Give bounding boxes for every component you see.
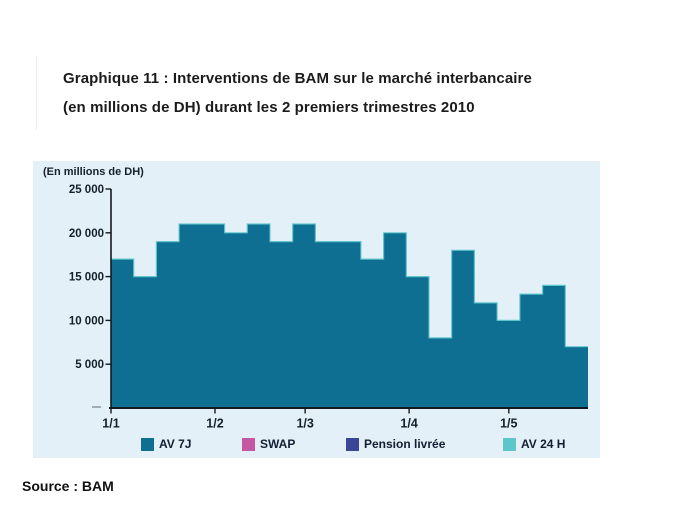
chart-title-line-1: Graphique 11 : Interventions de BAM sur …	[63, 70, 532, 87]
chart-panel: (En millions de DH) 25 000 20 000 15 000 10…	[33, 161, 600, 458]
area-top-edge	[111, 223, 588, 348]
y-tick-label: 10 000	[69, 315, 104, 327]
x-tick-label: 1/3	[296, 417, 313, 431]
x-tick-label: 1/5	[500, 417, 517, 431]
x-tick-label: 1/4	[400, 417, 417, 431]
av7j-area-series	[111, 224, 588, 408]
legend-swatch-av-7j	[141, 437, 154, 451]
chart-title-line-2: (en millions de DH) durant les 2 premier…	[63, 99, 475, 116]
legend-swatch-pension-livr-e	[346, 437, 359, 451]
legend-label-av-24-h: AV 24 H	[521, 437, 566, 451]
legend-swatch-av-24-h	[503, 437, 516, 451]
y-tick-label: 15 000	[69, 272, 104, 284]
y-tick-label: 25 000	[69, 184, 104, 196]
legend-label-av-7j: AV 7J	[159, 437, 192, 451]
source-label: Source : BAM	[22, 478, 114, 494]
legend-item-pension-livr-e: Pension livrée	[346, 437, 445, 451]
legend-label-swap: SWAP	[260, 437, 296, 451]
legend-swatch-swap	[242, 437, 255, 451]
interbank-interventions-area-chart: 25 000 20 000 15 000 10 000 5 000 1/1 1/2 1/3 1/…	[69, 184, 588, 431]
legend-item-swap: SWAP	[242, 437, 295, 451]
chart-legend: AV 7J SWAP Pension livrée AV 24 H	[33, 437, 600, 457]
chart-title: Graphique 11 : Interventions de BAM sur …	[63, 64, 623, 122]
legend-item-av-24-h: AV 24 H	[503, 437, 565, 451]
y-tick-label: 5 000	[75, 359, 104, 371]
x-tick-label: 1/2	[206, 417, 223, 431]
legend-label-pension-livr-e: Pension livrée	[364, 437, 446, 451]
y-tick-label: 20 000	[69, 228, 104, 240]
legend-item-av-7j: AV 7J	[141, 437, 191, 451]
x-tick-label: 1/1	[102, 417, 119, 431]
title-left-rule	[36, 56, 37, 130]
y-axis-unit-label: (En millions de DH)	[43, 166, 144, 178]
